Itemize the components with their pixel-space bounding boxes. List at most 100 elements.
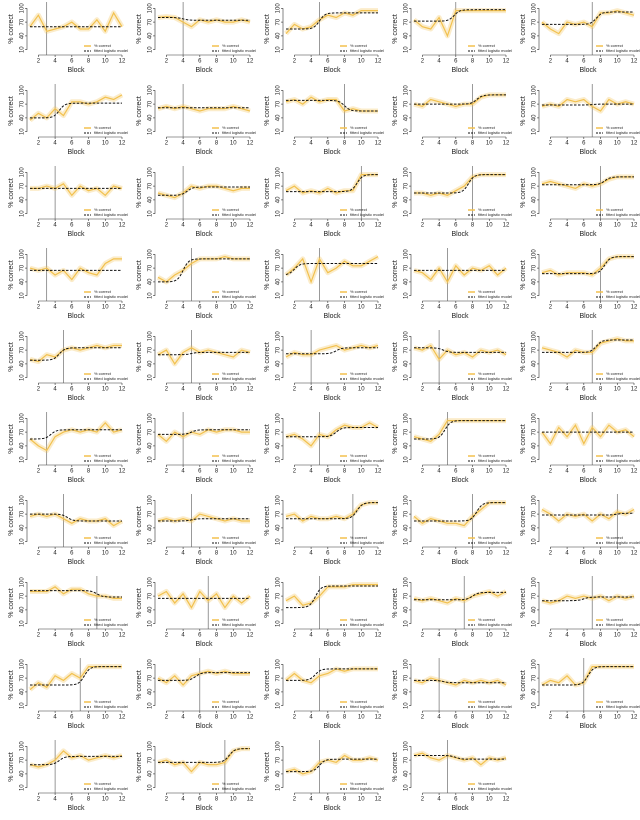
y-tick-label: 70 bbox=[20, 264, 26, 271]
legend-label: % correct bbox=[222, 125, 240, 130]
y-tick-label: 100 bbox=[148, 331, 154, 342]
x-tick-label: 12 bbox=[631, 141, 638, 147]
y-tick-label: 40 bbox=[404, 606, 410, 613]
model-line bbox=[286, 347, 378, 355]
x-tick-label: 4 bbox=[565, 633, 569, 639]
y-axis-label: % correct bbox=[392, 588, 399, 618]
y-tick-label: 40 bbox=[20, 688, 26, 695]
x-tick-label: 10 bbox=[486, 387, 493, 393]
y-tick-label: 40 bbox=[276, 606, 282, 613]
panel: 10 40 70 100 2 4 6 8 10 12 Block % correct % correct… bbox=[8, 330, 128, 402]
x-tick-label: 10 bbox=[230, 551, 237, 557]
x-tick-label: 12 bbox=[375, 59, 382, 65]
x-tick-label: 8 bbox=[343, 715, 347, 721]
legend-label: fitted logistic model bbox=[350, 130, 384, 135]
legend-label: % correct bbox=[222, 453, 240, 458]
legend-label: fitted logistic model bbox=[606, 212, 640, 217]
x-tick-label: 2 bbox=[293, 387, 297, 393]
x-tick-label: 6 bbox=[454, 387, 458, 393]
x-tick-label: 8 bbox=[599, 59, 603, 65]
x-tick-label: 6 bbox=[198, 633, 202, 639]
x-tick-label: 10 bbox=[486, 305, 493, 311]
y-axis-label: % correct bbox=[392, 342, 399, 372]
y-tick-label: 100 bbox=[532, 3, 538, 14]
panel: 10 40 70 100 2 4 6 8 10 12 Block % correct % correct… bbox=[392, 740, 512, 812]
series-line bbox=[285, 174, 378, 194]
y-tick-label: 10 bbox=[404, 292, 410, 299]
x-tick-label: 4 bbox=[309, 633, 313, 639]
y-tick-label: 40 bbox=[404, 360, 410, 367]
x-tick-label: 8 bbox=[87, 797, 91, 803]
x-axis-label: Block bbox=[67, 149, 85, 156]
y-tick-label: 100 bbox=[148, 85, 154, 96]
x-tick-label: 8 bbox=[599, 469, 603, 475]
model-line bbox=[30, 513, 122, 522]
x-tick-label: 8 bbox=[343, 223, 347, 229]
y-tick-label: 10 bbox=[276, 292, 282, 299]
x-tick-label: 10 bbox=[614, 633, 621, 639]
y-tick-label: 10 bbox=[532, 374, 538, 381]
y-tick-label: 100 bbox=[148, 3, 154, 14]
x-tick-label: 12 bbox=[375, 141, 382, 147]
y-tick-label: 40 bbox=[276, 360, 282, 367]
x-tick-label: 8 bbox=[471, 223, 475, 229]
x-tick-label: 6 bbox=[198, 141, 202, 147]
x-tick-label: 4 bbox=[437, 223, 441, 229]
y-tick-label: 40 bbox=[148, 32, 154, 39]
legend-label: % correct bbox=[478, 617, 496, 622]
y-tick-label: 70 bbox=[148, 674, 154, 681]
legend-label: fitted logistic model bbox=[222, 130, 256, 135]
series-band bbox=[30, 181, 123, 198]
model-line bbox=[414, 94, 506, 105]
model-line bbox=[158, 17, 250, 21]
x-tick-label: 12 bbox=[247, 223, 254, 229]
x-tick-label: 4 bbox=[565, 59, 569, 65]
x-tick-label: 4 bbox=[53, 797, 57, 803]
y-tick-label: 10 bbox=[276, 456, 282, 463]
legend-label: fitted logistic model bbox=[94, 212, 128, 217]
x-tick-label: 4 bbox=[309, 715, 313, 721]
x-tick-label: 2 bbox=[549, 469, 553, 475]
x-tick-label: 4 bbox=[565, 305, 569, 311]
x-tick-label: 10 bbox=[614, 551, 621, 557]
y-tick-label: 40 bbox=[148, 524, 154, 531]
x-tick-label: 4 bbox=[309, 141, 313, 147]
y-tick-label: 10 bbox=[532, 538, 538, 545]
legend-label: fitted logistic model bbox=[478, 376, 512, 381]
legend-label: % correct bbox=[606, 453, 624, 458]
x-tick-label: 10 bbox=[102, 387, 109, 393]
x-tick-label: 6 bbox=[70, 141, 74, 147]
series-line bbox=[285, 10, 378, 35]
y-tick-label: 100 bbox=[148, 577, 154, 588]
y-tick-label: 10 bbox=[148, 374, 154, 381]
panel: 10 40 70 100 2 4 6 8 10 12 Block % correct % correct… bbox=[520, 494, 640, 566]
x-axis-label: Block bbox=[67, 641, 85, 648]
x-tick-label: 8 bbox=[215, 223, 219, 229]
x-tick-label: 8 bbox=[343, 797, 347, 803]
y-tick-label: 70 bbox=[20, 18, 26, 25]
x-tick-label: 6 bbox=[326, 223, 330, 229]
y-tick-label: 10 bbox=[276, 620, 282, 627]
legend-label: % correct bbox=[222, 699, 240, 704]
x-tick-label: 12 bbox=[631, 305, 638, 311]
y-tick-label: 100 bbox=[20, 659, 26, 670]
x-axis-label: Block bbox=[323, 313, 341, 320]
y-tick-label: 10 bbox=[404, 46, 410, 53]
y-tick-label: 100 bbox=[532, 495, 538, 506]
x-tick-label: 12 bbox=[503, 141, 510, 147]
y-tick-label: 40 bbox=[20, 278, 26, 285]
legend-label: % correct bbox=[478, 699, 496, 704]
x-tick-label: 8 bbox=[599, 633, 603, 639]
x-axis-label: Block bbox=[451, 313, 469, 320]
y-tick-label: 10 bbox=[404, 702, 410, 709]
series-line bbox=[29, 513, 123, 527]
legend-label: fitted logistic model bbox=[350, 704, 384, 709]
x-tick-label: 12 bbox=[503, 551, 510, 557]
series-line bbox=[29, 94, 123, 121]
x-axis-label: Block bbox=[67, 723, 85, 730]
x-tick-label: 2 bbox=[37, 633, 41, 639]
legend-label: fitted logistic model bbox=[478, 48, 512, 53]
model-line bbox=[542, 103, 634, 106]
legend-label: % correct bbox=[478, 289, 496, 294]
y-tick-label: 10 bbox=[148, 456, 154, 463]
